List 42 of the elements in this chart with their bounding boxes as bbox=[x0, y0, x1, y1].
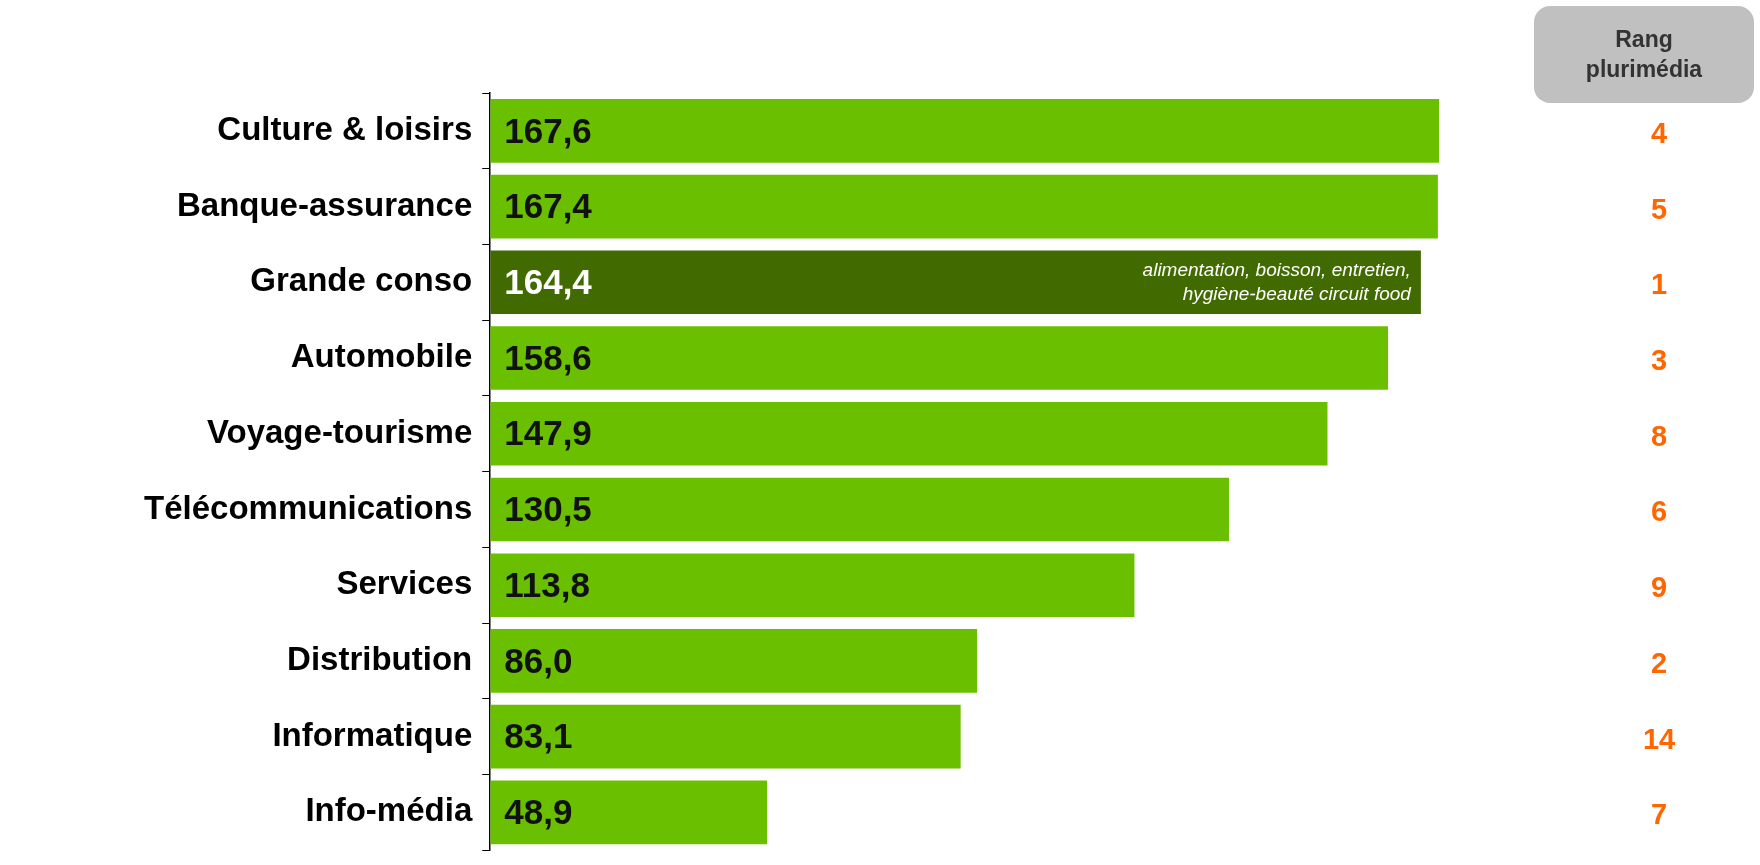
y-tick-label: Informatique bbox=[272, 715, 473, 753]
data-label: 164,4 bbox=[504, 261, 593, 301]
text: 7 bbox=[1650, 798, 1668, 831]
bar bbox=[490, 704, 961, 769]
y-tick-label: Distribution bbox=[287, 639, 473, 677]
data-label: 167,4 bbox=[504, 186, 593, 226]
data-label: 48,9 bbox=[504, 792, 573, 831]
text: 4 bbox=[1650, 116, 1668, 149]
text: 9 bbox=[1650, 571, 1668, 604]
bar bbox=[490, 629, 978, 693]
bar bbox=[490, 553, 1135, 617]
text: 1 bbox=[1650, 268, 1668, 301]
y-tick-label: Automobile bbox=[290, 337, 473, 375]
data-label: 130,5 bbox=[504, 489, 592, 529]
bar bbox=[490, 477, 1229, 542]
data-label: 158,6 bbox=[504, 337, 592, 377]
y-tick-label: Culture & loisirs bbox=[217, 109, 473, 147]
data-label: 167,6 bbox=[504, 110, 592, 150]
text: 5 bbox=[1650, 192, 1668, 225]
y-tick-label: Voyage-tourisme bbox=[206, 412, 473, 450]
text: 3 bbox=[1650, 344, 1668, 377]
text: 8 bbox=[1650, 419, 1668, 452]
data-label: 86,0 bbox=[504, 640, 573, 680]
y-tick-label: Services bbox=[336, 564, 473, 602]
y-tick-label: Grande conso bbox=[250, 261, 473, 299]
bar bbox=[490, 780, 768, 845]
text: 6 bbox=[1650, 495, 1668, 528]
text: 2 bbox=[1650, 646, 1668, 679]
data-label: 113,8 bbox=[504, 564, 590, 604]
bar bbox=[490, 326, 1389, 390]
y-tick-label: Banque-assurance bbox=[176, 185, 473, 223]
data-label: 147,9 bbox=[504, 413, 592, 453]
header-box: Rang plurimédia bbox=[1534, 6, 1754, 103]
bar bbox=[490, 99, 1439, 163]
text: 14 bbox=[1642, 722, 1676, 755]
bar bbox=[490, 250, 1421, 315]
y-tick-label: Télécommunications bbox=[143, 488, 473, 526]
y-tick-label: Info-média bbox=[305, 791, 473, 829]
annotation: alimentation, boisson, entretien, hygiène-beauté circuit food bbox=[1142, 258, 1413, 304]
bar bbox=[490, 401, 1328, 466]
data-label: 83,1 bbox=[504, 716, 573, 756]
bar bbox=[490, 174, 1438, 239]
